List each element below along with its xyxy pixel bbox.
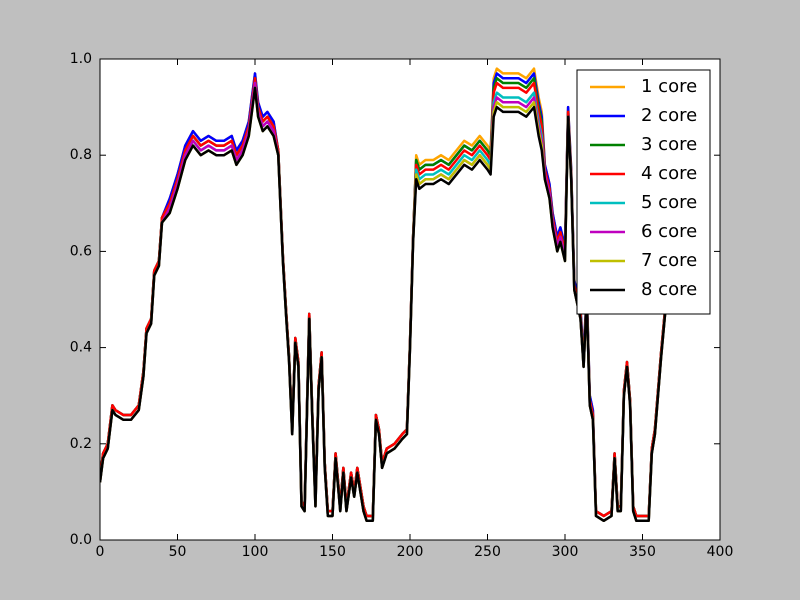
legend-label: 5 core xyxy=(641,192,697,213)
axes-frame xyxy=(99,58,721,541)
y-tick-label: 0.0 xyxy=(70,532,92,548)
legend-label: 4 core xyxy=(641,163,697,184)
legend-box xyxy=(576,69,711,315)
axes: 0 50 100 150 200 250 300 350 400 0.0 0.2 0.4 0.6 0.8 1… xyxy=(70,51,734,560)
x-tick-label: 400 xyxy=(707,544,734,560)
x-tick-label: 0 xyxy=(96,544,105,560)
x-tick-label: 250 xyxy=(474,544,501,560)
x-tick-label: 100 xyxy=(242,544,269,560)
legend-label: 6 core xyxy=(641,221,697,242)
legend-label: 2 core xyxy=(641,105,697,126)
x-tick-label: 200 xyxy=(397,544,424,560)
x-tick-label: 150 xyxy=(319,544,346,560)
lines xyxy=(100,67,669,523)
y-tick-label: 0.2 xyxy=(70,436,92,452)
x-tick-label: 50 xyxy=(169,544,187,560)
legend-label: 1 core xyxy=(641,76,697,97)
x-tick-label: 300 xyxy=(552,544,579,560)
y-tick-label: 0.6 xyxy=(70,243,92,259)
y-tick-label: 0.4 xyxy=(70,340,92,356)
legend-label: 3 core xyxy=(641,134,697,155)
y-tick-label: 0.8 xyxy=(70,147,92,163)
legend-label: 8 core xyxy=(641,279,697,300)
legend: 1 core 2 core 3 core 4 core 5 core 6 core 7 co… xyxy=(576,69,711,315)
y-tick-label: 1.0 xyxy=(70,51,92,67)
series-line xyxy=(100,86,669,523)
x-tick-label: 350 xyxy=(629,544,656,560)
legend-label: 7 core xyxy=(641,250,697,271)
